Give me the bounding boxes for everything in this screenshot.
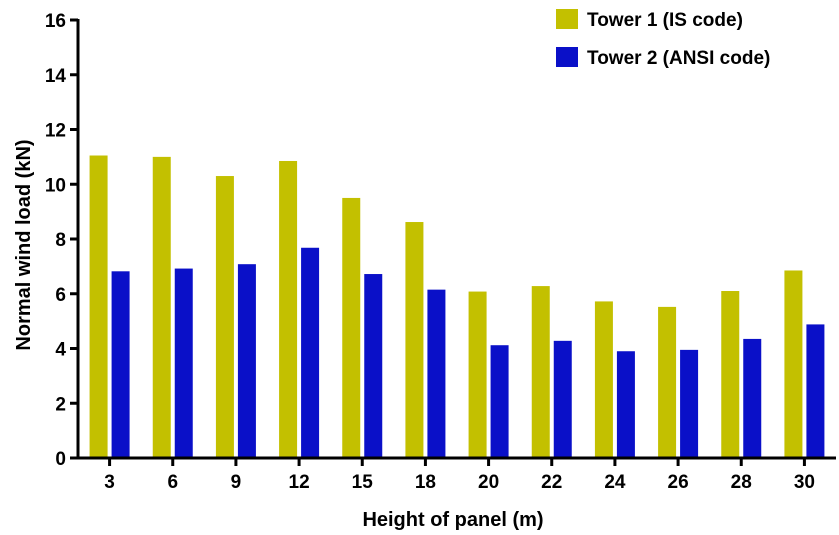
bar-tower-1-28 — [721, 291, 740, 458]
bar-tower-2-15 — [364, 274, 383, 458]
x-tick-label-22: 22 — [541, 472, 562, 493]
bar-tower-2-18 — [427, 289, 446, 458]
bar-tower-2-30 — [806, 324, 825, 458]
x-tick-label-20: 20 — [478, 472, 499, 493]
y-tick-label-10: 10 — [45, 175, 66, 196]
bar-tower-1-9 — [215, 176, 234, 458]
bar-tower-1-24 — [594, 301, 613, 458]
bar-tower-2-28 — [743, 338, 762, 458]
bar-tower-1-30 — [784, 270, 803, 458]
legend-label-tower-1: Tower 1 (IS code) — [587, 10, 743, 31]
y-tick-label-12: 12 — [45, 121, 66, 142]
bar-tower-1-26 — [658, 306, 677, 458]
bar-tower-2-26 — [680, 349, 699, 458]
x-tick-label-6: 6 — [167, 472, 178, 493]
legend-swatch-tower-2 — [556, 47, 578, 67]
legend: Tower 1 (IS code) Tower 2 (ANSI code) — [556, 9, 770, 69]
x-tick-label-30: 30 — [794, 472, 815, 493]
bar-tower-1-20 — [468, 291, 487, 458]
y-axis: 0 2 4 6 8 10 12 14 16 — [45, 11, 80, 470]
bar-tower-1-12 — [279, 160, 298, 458]
y-tick-label-2: 2 — [55, 394, 66, 415]
x-tick-label-18: 18 — [415, 472, 436, 493]
bar-tower-2-6 — [174, 268, 193, 458]
bars-group — [89, 155, 825, 458]
bar-tower-2-20 — [490, 345, 509, 458]
bar-tower-1-3 — [89, 155, 108, 458]
bar-tower-2-3 — [111, 271, 130, 458]
x-tick-label-28: 28 — [731, 472, 752, 493]
y-tick-label-16: 16 — [45, 11, 66, 32]
x-tick-label-12: 12 — [289, 472, 310, 493]
x-axis-title: Height of panel (m) — [362, 509, 543, 531]
bar-tower-2-24 — [616, 351, 635, 458]
legend-label-tower-2: Tower 2 (ANSI code) — [587, 48, 770, 69]
x-tick-label-24: 24 — [604, 472, 626, 493]
x-axis: 3 6 9 12 15 18 20 22 24 26 28 30 — [76, 456, 836, 493]
y-tick-label-8: 8 — [55, 230, 66, 251]
bar-tower-2-12 — [301, 247, 320, 458]
x-tick-label-9: 9 — [231, 472, 242, 493]
x-tick-label-26: 26 — [668, 472, 689, 493]
y-tick-label-6: 6 — [55, 285, 66, 306]
x-tick-label-3: 3 — [104, 472, 115, 493]
x-tick-label-15: 15 — [352, 472, 374, 493]
legend-swatch-tower-1 — [556, 9, 578, 29]
bar-tower-1-6 — [152, 156, 171, 458]
bar-tower-1-15 — [342, 197, 361, 458]
bar-tower-1-18 — [405, 222, 424, 458]
bar-tower-2-22 — [553, 340, 572, 458]
y-tick-label-4: 4 — [55, 340, 66, 361]
bar-tower-1-22 — [531, 286, 550, 458]
y-tick-label-14: 14 — [45, 66, 67, 87]
bar-tower-2-9 — [237, 264, 256, 458]
y-axis-title: Normal wind load (kN) — [13, 139, 35, 350]
y-tick-label-0: 0 — [55, 449, 66, 470]
